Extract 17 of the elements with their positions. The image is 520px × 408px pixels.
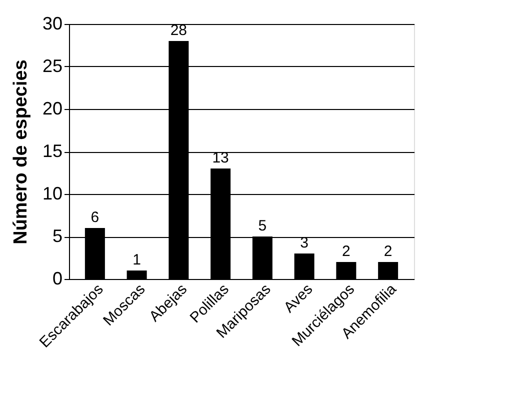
data-label: 5 bbox=[258, 218, 267, 234]
data-label: 2 bbox=[384, 243, 392, 260]
y-tick-label: 5 bbox=[52, 226, 62, 246]
bar bbox=[126, 270, 147, 279]
y-tick-label: 30 bbox=[42, 14, 62, 34]
y-tick-label: 0 bbox=[52, 268, 62, 288]
y-tick-label: 15 bbox=[42, 141, 62, 161]
data-label: 1 bbox=[132, 252, 141, 268]
data-label: 6 bbox=[90, 209, 100, 226]
bar bbox=[336, 262, 356, 279]
bar bbox=[378, 262, 398, 279]
y-tick-label: 10 bbox=[42, 184, 62, 204]
y-tick-label: 25 bbox=[42, 56, 62, 76]
y-axis-title: Número de especies bbox=[10, 60, 32, 244]
data-label: 2 bbox=[342, 243, 350, 260]
bar bbox=[294, 254, 314, 279]
y-tick-label: 20 bbox=[42, 98, 62, 118]
